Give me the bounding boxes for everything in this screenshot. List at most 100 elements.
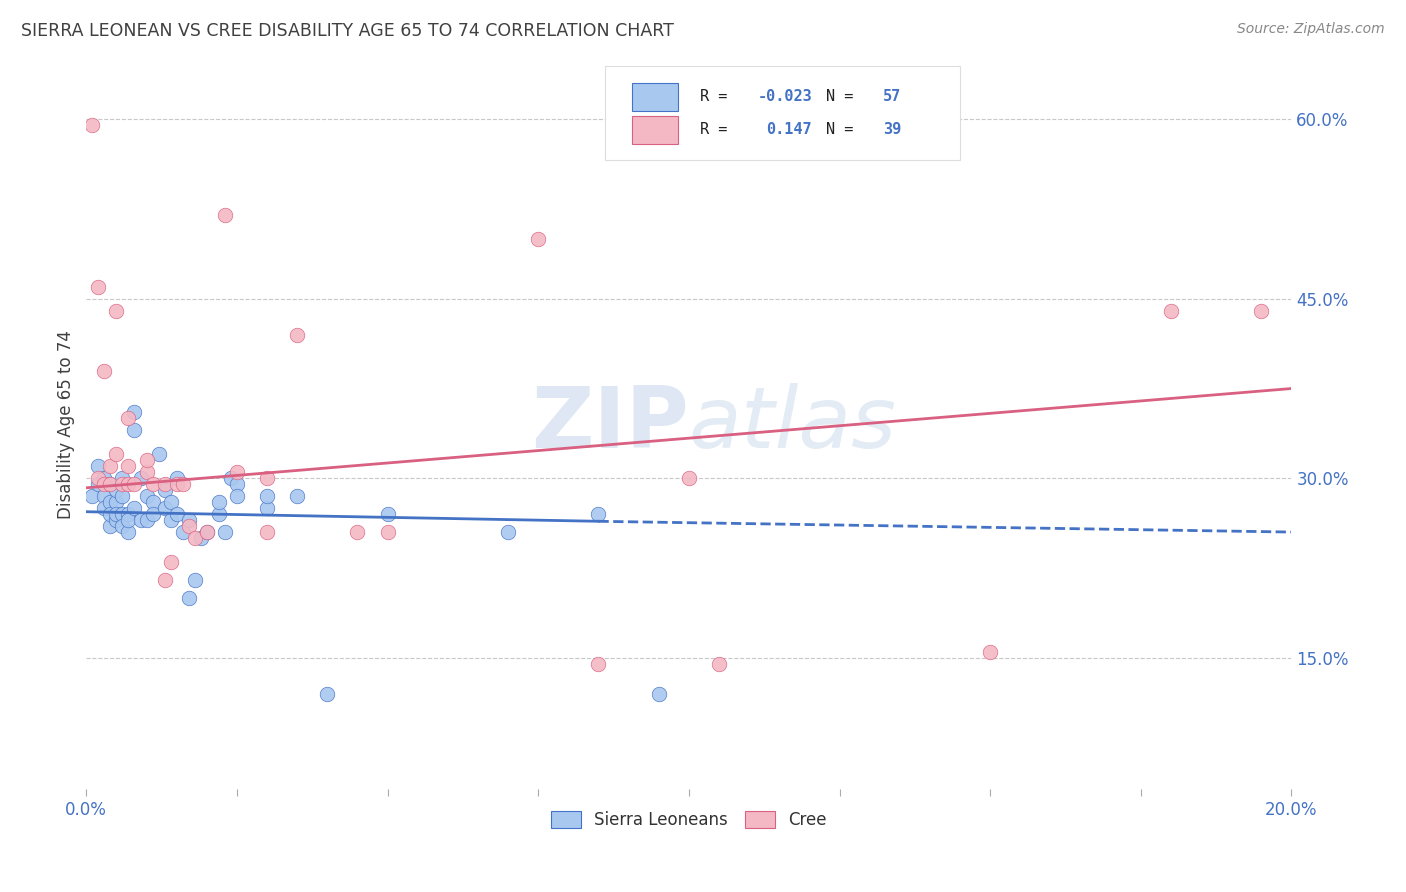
Point [135,453,157,467]
Point [707,657,730,671]
Point [105,447,128,461]
Point [316,687,339,701]
Point [117,524,139,539]
Legend: Sierra Leoneans, Cree: Sierra Leoneans, Cree [544,804,834,836]
Point [214,524,236,539]
Point [177,513,200,527]
Bar [633,116,678,144]
Point [285,327,308,342]
Point [195,524,218,539]
Point [117,459,139,474]
Text: SIERRA LEONEAN VS CREE DISABILITY AGE 65 TO 74 CORRELATION CHART: SIERRA LEONEAN VS CREE DISABILITY AGE 65… [21,22,673,40]
Point [135,489,157,503]
Point [195,524,218,539]
Point [93,363,115,377]
Point [153,573,176,587]
Point [214,208,236,222]
Point [135,513,157,527]
Point [100,495,122,509]
Point [588,657,610,671]
Point [105,303,128,318]
Point [226,489,249,503]
Point [124,424,146,438]
Point [124,501,146,516]
Point [87,471,110,485]
Point [166,507,188,521]
Point [142,477,165,491]
Point [129,513,152,527]
Point [219,471,242,485]
Point [100,507,122,521]
Point [124,405,146,419]
Point [111,519,134,533]
Text: ZIP: ZIP [531,383,689,466]
Point [105,513,128,527]
Point [588,507,610,521]
Point [184,531,207,545]
Point [166,477,188,491]
Text: R =: R = [700,122,745,137]
FancyBboxPatch shape [605,66,960,160]
Point [346,524,368,539]
Text: -0.023: -0.023 [758,89,813,104]
Point [105,483,128,498]
Point [208,495,231,509]
Point [93,501,115,516]
Point [979,645,1001,659]
Point [87,459,110,474]
Point [135,465,157,479]
Point [226,465,249,479]
Point [172,477,194,491]
Point [159,495,181,509]
Bar [633,83,678,111]
Point [159,513,181,527]
Point [124,477,146,491]
Point [111,477,134,491]
Point [184,573,207,587]
Point [105,495,128,509]
Point [1250,303,1272,318]
Point [111,489,134,503]
Point [153,501,176,516]
Point [93,477,115,491]
Point [226,477,249,491]
Point [117,513,139,527]
Text: N =: N = [827,122,863,137]
Text: atlas: atlas [689,383,897,466]
Point [111,471,134,485]
Text: 39: 39 [883,122,901,137]
Text: R =: R = [700,89,737,104]
Point [190,531,212,545]
Point [678,471,700,485]
Point [142,507,165,521]
Point [87,280,110,294]
Point [111,507,134,521]
Point [177,519,200,533]
Point [256,489,278,503]
Point [105,507,128,521]
Point [100,477,122,491]
Point [177,591,200,605]
Point [93,471,115,485]
Point [142,495,165,509]
Text: 0.147: 0.147 [766,122,811,137]
Text: N =: N = [827,89,863,104]
Point [256,501,278,516]
Point [648,687,671,701]
Text: Source: ZipAtlas.com: Source: ZipAtlas.com [1237,22,1385,37]
Point [208,507,231,521]
Point [166,471,188,485]
Point [148,447,170,461]
Point [496,524,519,539]
Point [527,232,550,246]
Point [1160,303,1182,318]
Point [153,477,176,491]
Point [117,477,139,491]
Point [117,411,139,425]
Point [100,477,122,491]
Point [82,119,104,133]
Point [256,471,278,485]
Point [377,507,399,521]
Y-axis label: Disability Age 65 to 74: Disability Age 65 to 74 [58,330,75,519]
Point [82,489,104,503]
